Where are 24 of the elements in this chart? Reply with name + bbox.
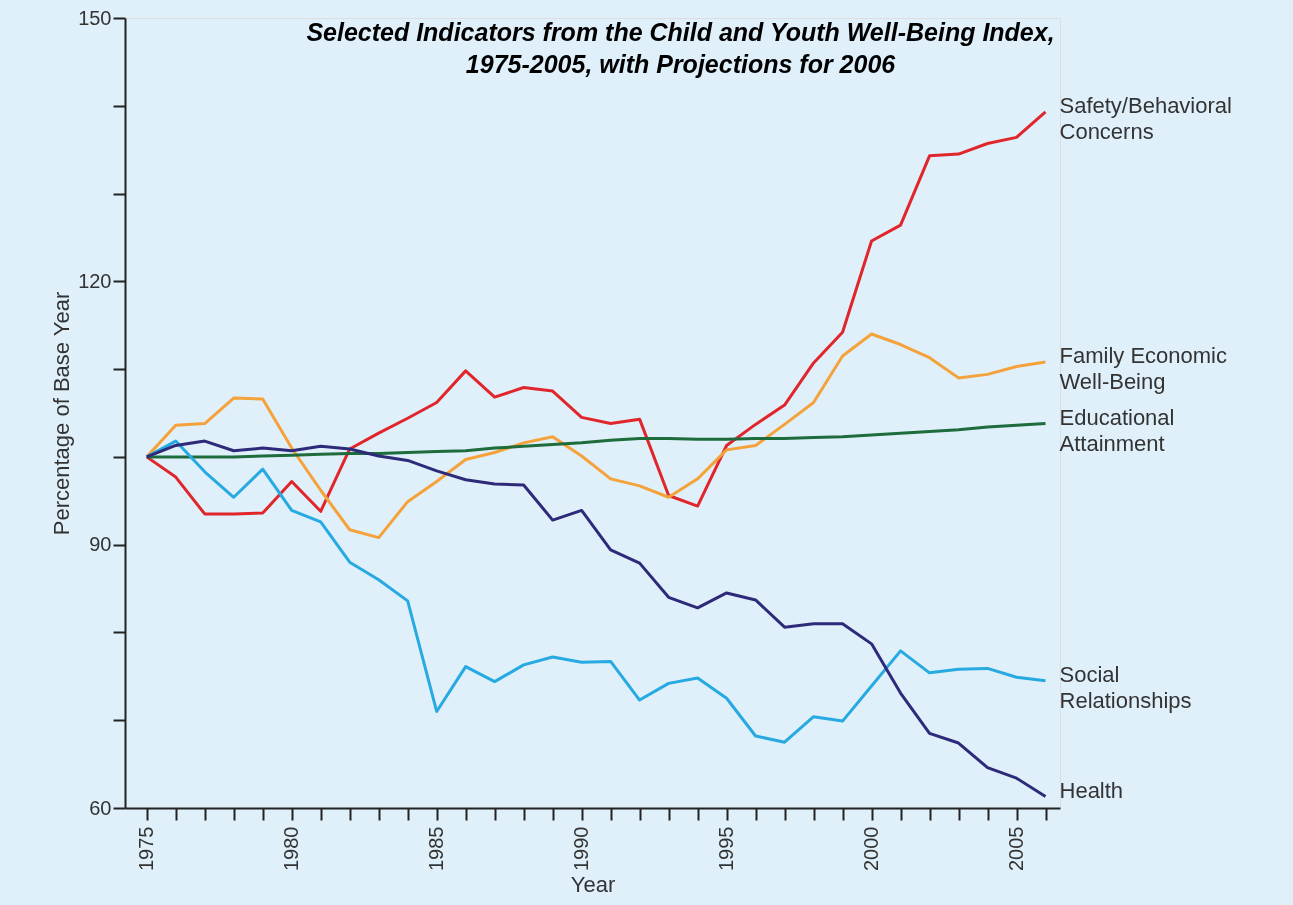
line-series [145,439,1047,744]
series-label: Family Economic Well-Being [1059,343,1227,395]
series-label: Health [1059,777,1124,803]
series-label: Social Relationships [1059,661,1192,713]
y-tick-label: 120 [78,269,112,292]
line-series [145,332,1047,540]
y-axis-title: Percentage of Base Year [49,291,75,536]
x-tick-label: 1980 [280,826,303,871]
x-tick-label: 2005 [1005,826,1028,871]
y-tick-label: 150 [78,6,112,29]
text: Selected Indicators from the Child and Youth Well-Being Index, [306,18,1055,46]
line-series [145,110,1047,516]
x-tick-label: 1975 [135,826,158,871]
x-tick-label: 1990 [570,826,593,871]
text: 1975-2005, with Projections for 2006 [465,50,896,78]
x-tick-label: 2000 [860,826,883,871]
x-tick-label: 1985 [425,826,448,871]
series-label: Safety/Behavioral Concerns [1059,92,1232,144]
x-tick-label: 1995 [715,826,738,871]
series-label: Educational Attainment [1059,404,1175,456]
x-axis-title: Year [570,871,616,897]
y-tick-label: 60 [89,796,112,819]
line-series [145,439,1047,799]
y-tick-label: 90 [89,533,112,556]
